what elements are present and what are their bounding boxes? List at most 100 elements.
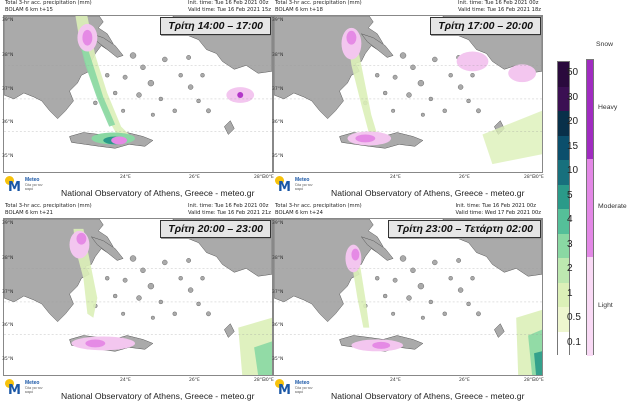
panel-meta-right: Init. time: Tue 16 Feb 2021 00z Valid ti… [188,203,271,216]
time-range-label: Τρίτη 14:00 – 17:00 [160,17,271,35]
longitude-tick-label: 30°E [533,378,544,383]
aegean-island [200,276,205,281]
time-range-label: Τρίτη 23:00 – Τετάρτη 02:00 [388,220,541,238]
precip-scale-swatch [558,184,569,210]
panel-footer: National Observatory of Athens, Greece -… [61,188,255,198]
legend: 50 30 20 15 10 5 4 3 2 1 0.5 0.1 Snow Heavy Moderate… [548,40,639,370]
rhodes-island [494,323,505,338]
meta-valid-time: Valid time: Tue 16 Feb 2021 21z [187,209,271,216]
latitude-tick-label: 37°N [272,290,284,295]
aegean-island [122,277,128,283]
longitude-tick-label: 28°E [524,175,535,180]
snow-legend-title: Snow [596,41,614,48]
longitude-tick-label: 26°E [189,175,200,180]
aegean-island [172,108,177,113]
logo-tagline: Όλα για τον καιρό [25,183,43,191]
latitude-tick-label: 36°N [2,323,14,328]
sun-icon [275,176,284,185]
latitude-tick-label: 37°N [2,290,14,295]
precip-scale-swatch [558,111,569,136]
aegean-island [162,259,168,266]
aegean-island [206,108,211,114]
rain-area-southeast-heavy [534,351,542,375]
meta-init-time: Init. time: Tue 16 Feb 2021 00z [457,0,539,6]
aegean-island [391,311,396,316]
latitude-tick-label: 37°N [2,87,14,92]
longitude-tick-label: 26°E [189,378,200,383]
evia-island [360,33,394,58]
aegean-island [196,301,201,307]
latitude-tick-label: 38°N [2,53,14,58]
evia-island [360,236,394,261]
aegean-island [136,92,142,98]
precip-scale-label: 30 [567,91,579,103]
logo-name: Meteo [295,380,310,386]
meta-product: Total 3-hr acc. precipitation (mm) [275,0,362,6]
snow-color-scale [586,59,594,357]
aegean-island [105,276,110,281]
aegean-island [136,295,142,301]
aegean-island [150,112,155,117]
latitude-tick-label: 39°N [272,221,284,226]
aegean-island [456,258,462,263]
panel-meta-left: Total 3-hr acc. precipitation (mm) BOLAM… [275,203,362,216]
snow-area-crete-moderate [355,134,376,143]
aegean-island [129,255,137,262]
time-range-label: Τρίτη 17:00 – 20:00 [430,17,541,35]
logo-name: Meteo [295,177,310,183]
aegean-island [406,295,412,301]
latitude-tick-label: 37°N [272,87,284,92]
aegean-island [187,84,194,90]
precip-scale-swatch [558,307,569,332]
longitude-tick-label: 24°E [120,175,131,180]
snow-area-crete-moderate [85,339,106,348]
snow-area-moderate [351,248,360,261]
aegean-island [442,311,447,316]
precip-scale-label: 4 [567,214,573,226]
snow-scale-label: Moderate [598,203,627,210]
precip-scale-swatch [558,258,569,283]
rain-area-southeast-mid [254,341,272,375]
latitude-tick-label: 35°N [2,357,14,362]
snow-scale-swatch [587,257,593,357]
longitude-tick-label: 24°E [390,378,401,383]
aegean-island [420,112,425,117]
aegean-island [457,287,464,293]
rhodes-island [224,323,235,338]
latitude-tick-label: 36°N [272,323,284,328]
logo-tagline: Όλα για τον καιρό [25,386,43,394]
meta-product: Total 3-hr acc. precipitation (mm) [5,0,92,6]
aegean-island [150,315,155,320]
aegean-island [399,52,407,59]
precip-scale-label: 3 [567,238,573,250]
aegean-island [399,255,407,262]
snow-scale-swatch [587,158,593,258]
longitude-tick-label: 30°E [533,175,544,180]
forecast-panel-1: Total 3-hr acc. precipitation (mm) BOLAM… [2,0,274,205]
snow-area-moderate [76,232,87,245]
aegean-island [417,79,425,87]
aegean-island [112,90,118,96]
logo-tagline: Όλα για τον καιρό [295,183,313,191]
aegean-island [162,56,168,63]
latitude-tick-label: 39°N [2,221,14,226]
aegean-island [122,74,128,80]
panel-meta-right: Init. time: Tue 16 Feb 2021 00z Valid ti… [458,0,541,13]
aegean-island [466,98,471,104]
latitude-tick-label: 39°N [2,18,14,23]
snow-core-east [237,92,244,98]
longitude-tick-label: 28°E [254,378,265,383]
latitude-tick-label: 35°N [272,357,284,362]
meta-init-time: Init. time: Tue 16 Feb 2021 00z [455,203,536,209]
precip-scale-label: 20 [567,116,579,128]
forecast-panel-3: Total 3-hr acc. precipitation (mm) BOLAM… [2,203,274,408]
meta-model: BOLAM 6 km t+18 [275,6,323,13]
aegean-island [121,108,126,113]
sun-icon [275,379,284,388]
precip-scale-swatch [558,233,569,259]
meta-valid-time: Valid time: Wed 17 Feb 2021 00z [455,209,541,216]
snow-area-moderate [346,30,357,45]
latitude-tick-label: 38°N [2,256,14,261]
panel-footer: National Observatory of Athens, Greece -… [61,391,255,401]
snow-area-east [456,51,489,72]
